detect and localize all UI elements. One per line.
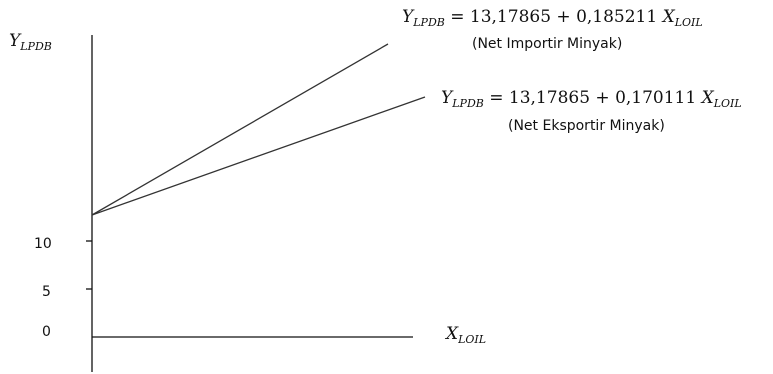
line-net-eksportir bbox=[91, 96, 426, 216]
equation-net-eksportir: YLPDB = 13,17865 + 0,170111 XLOIL bbox=[441, 88, 742, 110]
line-net-importir bbox=[91, 43, 389, 216]
tick-label-5: 5 bbox=[42, 284, 51, 300]
x-axis-label: XLOIL bbox=[444, 324, 486, 346]
note-net-importir: (Net Importir Minyak) bbox=[472, 36, 622, 52]
note-net-eksportir: (Net Eksportir Minyak) bbox=[508, 118, 665, 134]
tick-label-10: 10 bbox=[34, 236, 52, 252]
tick-label-0: 0 bbox=[42, 324, 51, 340]
equation-net-importir: YLPDB = 13,17865 + 0,185211 XLOIL bbox=[402, 7, 703, 29]
y-axis-label: YLPDB bbox=[9, 31, 52, 53]
